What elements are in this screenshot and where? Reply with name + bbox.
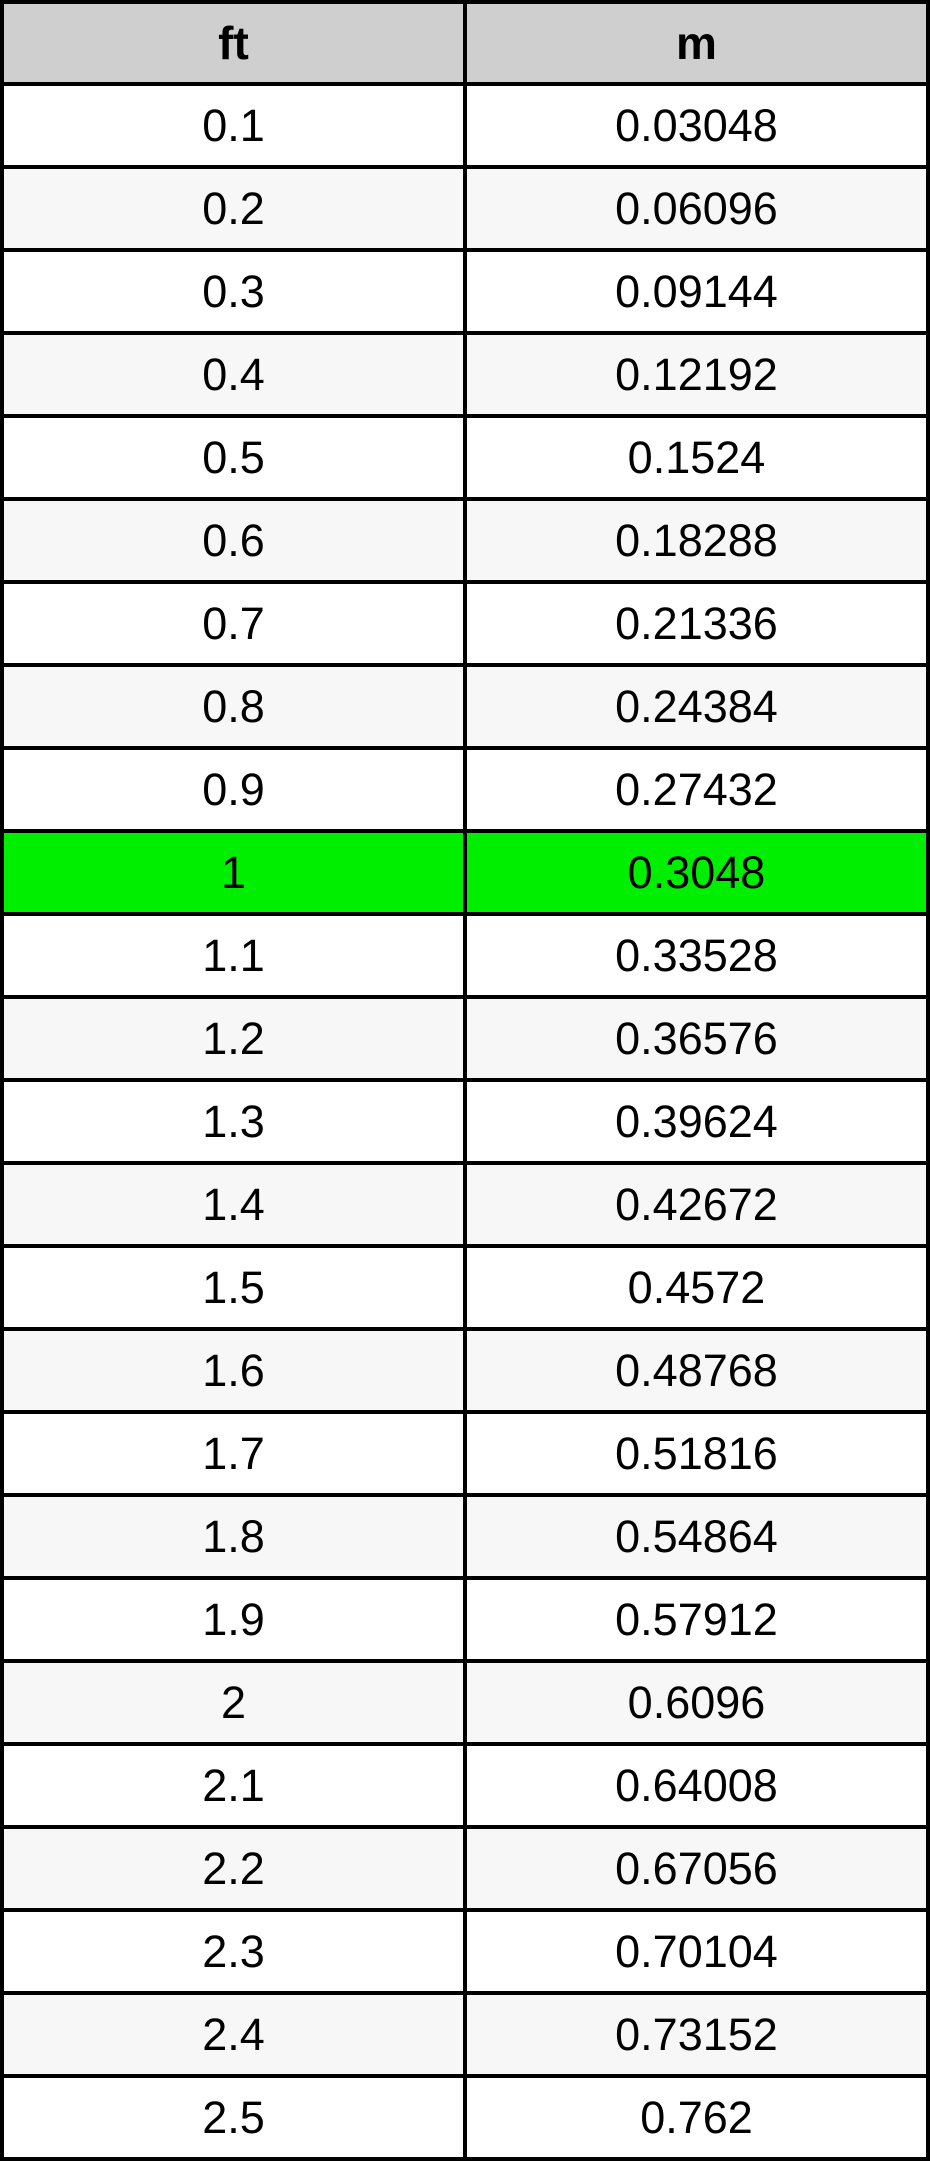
ft-value-cell: 1.1 <box>0 912 467 999</box>
m-value-cell: 0.06096 <box>463 165 930 252</box>
m-value-cell: 0.70104 <box>463 1908 930 1995</box>
m-value-cell: 0.51816 <box>463 1410 930 1497</box>
ft-value-cell: 1.3 <box>0 1078 467 1165</box>
ft-value-cell: 1.2 <box>0 995 467 1082</box>
table-row: 0.8 0.24384 <box>0 663 930 750</box>
table-row: 0.7 0.21336 <box>0 580 930 667</box>
ft-value-cell: 1.9 <box>0 1576 467 1663</box>
table-row: 1 0.3048 <box>0 829 930 916</box>
ft-value-cell: 1.6 <box>0 1327 467 1414</box>
ft-value-cell: 1.7 <box>0 1410 467 1497</box>
m-value-cell: 0.36576 <box>463 995 930 1082</box>
table-row: 0.6 0.18288 <box>0 497 930 584</box>
table-row: 2.4 0.73152 <box>0 1991 930 2078</box>
m-value-cell: 0.48768 <box>463 1327 930 1414</box>
table-row: 0.4 0.12192 <box>0 331 930 418</box>
ft-value-cell: 1.4 <box>0 1161 467 1248</box>
table-row: 0.3 0.09144 <box>0 248 930 335</box>
ft-value-cell: 0.2 <box>0 165 467 252</box>
ft-value-cell: 1 <box>0 829 467 916</box>
ft-value-cell: 0.1 <box>0 82 467 169</box>
table-row: 1.2 0.36576 <box>0 995 930 1082</box>
ft-value-cell: 0.4 <box>0 331 467 418</box>
ft-value-cell: 2.3 <box>0 1908 467 1995</box>
m-value-cell: 0.18288 <box>463 497 930 584</box>
m-value-cell: 0.67056 <box>463 1825 930 1912</box>
ft-value-cell: 0.9 <box>0 746 467 833</box>
m-value-cell: 0.21336 <box>463 580 930 667</box>
table-row: 1.7 0.51816 <box>0 1410 930 1497</box>
m-value-cell: 0.3048 <box>463 829 930 916</box>
m-value-cell: 0.42672 <box>463 1161 930 1248</box>
m-value-cell: 0.6096 <box>463 1659 930 1746</box>
table-row: 0.2 0.06096 <box>0 165 930 252</box>
m-value-cell: 0.762 <box>463 2074 930 2161</box>
ft-value-cell: 0.5 <box>0 414 467 501</box>
m-value-cell: 0.12192 <box>463 331 930 418</box>
ft-value-cell: 1.8 <box>0 1493 467 1580</box>
ft-value-cell: 0.3 <box>0 248 467 335</box>
table-row: 0.1 0.03048 <box>0 82 930 169</box>
table-row: 0.9 0.27432 <box>0 746 930 833</box>
m-value-cell: 0.27432 <box>463 746 930 833</box>
m-value-cell: 0.1524 <box>463 414 930 501</box>
table-row: 2 0.6096 <box>0 1659 930 1746</box>
ft-value-cell: 2.2 <box>0 1825 467 1912</box>
table-row: 1.5 0.4572 <box>0 1244 930 1331</box>
header-row: ft m <box>0 0 930 86</box>
ft-value-cell: 2.4 <box>0 1991 467 2078</box>
header-cell-ft: ft <box>0 0 467 86</box>
header-cell-m: m <box>463 0 930 86</box>
table-row: 1.8 0.54864 <box>0 1493 930 1580</box>
table-row: 1.3 0.39624 <box>0 1078 930 1165</box>
m-value-cell: 0.33528 <box>463 912 930 999</box>
m-value-cell: 0.57912 <box>463 1576 930 1663</box>
ft-value-cell: 0.6 <box>0 497 467 584</box>
m-value-cell: 0.39624 <box>463 1078 930 1165</box>
m-value-cell: 0.4572 <box>463 1244 930 1331</box>
table-row: 2.5 0.762 <box>0 2074 930 2161</box>
table-row: 2.1 0.64008 <box>0 1742 930 1829</box>
ft-value-cell: 2.5 <box>0 2074 467 2161</box>
m-value-cell: 0.64008 <box>463 1742 930 1829</box>
m-value-cell: 0.73152 <box>463 1991 930 2078</box>
table-row: 1.6 0.48768 <box>0 1327 930 1414</box>
ft-value-cell: 1.5 <box>0 1244 467 1331</box>
table-row: 1.9 0.57912 <box>0 1576 930 1663</box>
table-row: 1.4 0.42672 <box>0 1161 930 1248</box>
ft-value-cell: 0.7 <box>0 580 467 667</box>
table-row: 0.5 0.1524 <box>0 414 930 501</box>
table-header: ft m <box>0 0 930 86</box>
ft-value-cell: 0.8 <box>0 663 467 750</box>
table-row: 1.1 0.33528 <box>0 912 930 999</box>
m-value-cell: 0.54864 <box>463 1493 930 1580</box>
table-body: 0.1 0.03048 0.2 0.06096 0.3 0.09144 0.4 0.12192… <box>0 82 930 2161</box>
table-row: 2.3 0.70104 <box>0 1908 930 1995</box>
m-value-cell: 0.09144 <box>463 248 930 335</box>
ft-value-cell: 2 <box>0 1659 467 1746</box>
m-value-cell: 0.03048 <box>463 82 930 169</box>
m-value-cell: 0.24384 <box>463 663 930 750</box>
ft-value-cell: 2.1 <box>0 1742 467 1829</box>
table-row: 2.2 0.67056 <box>0 1825 930 1912</box>
